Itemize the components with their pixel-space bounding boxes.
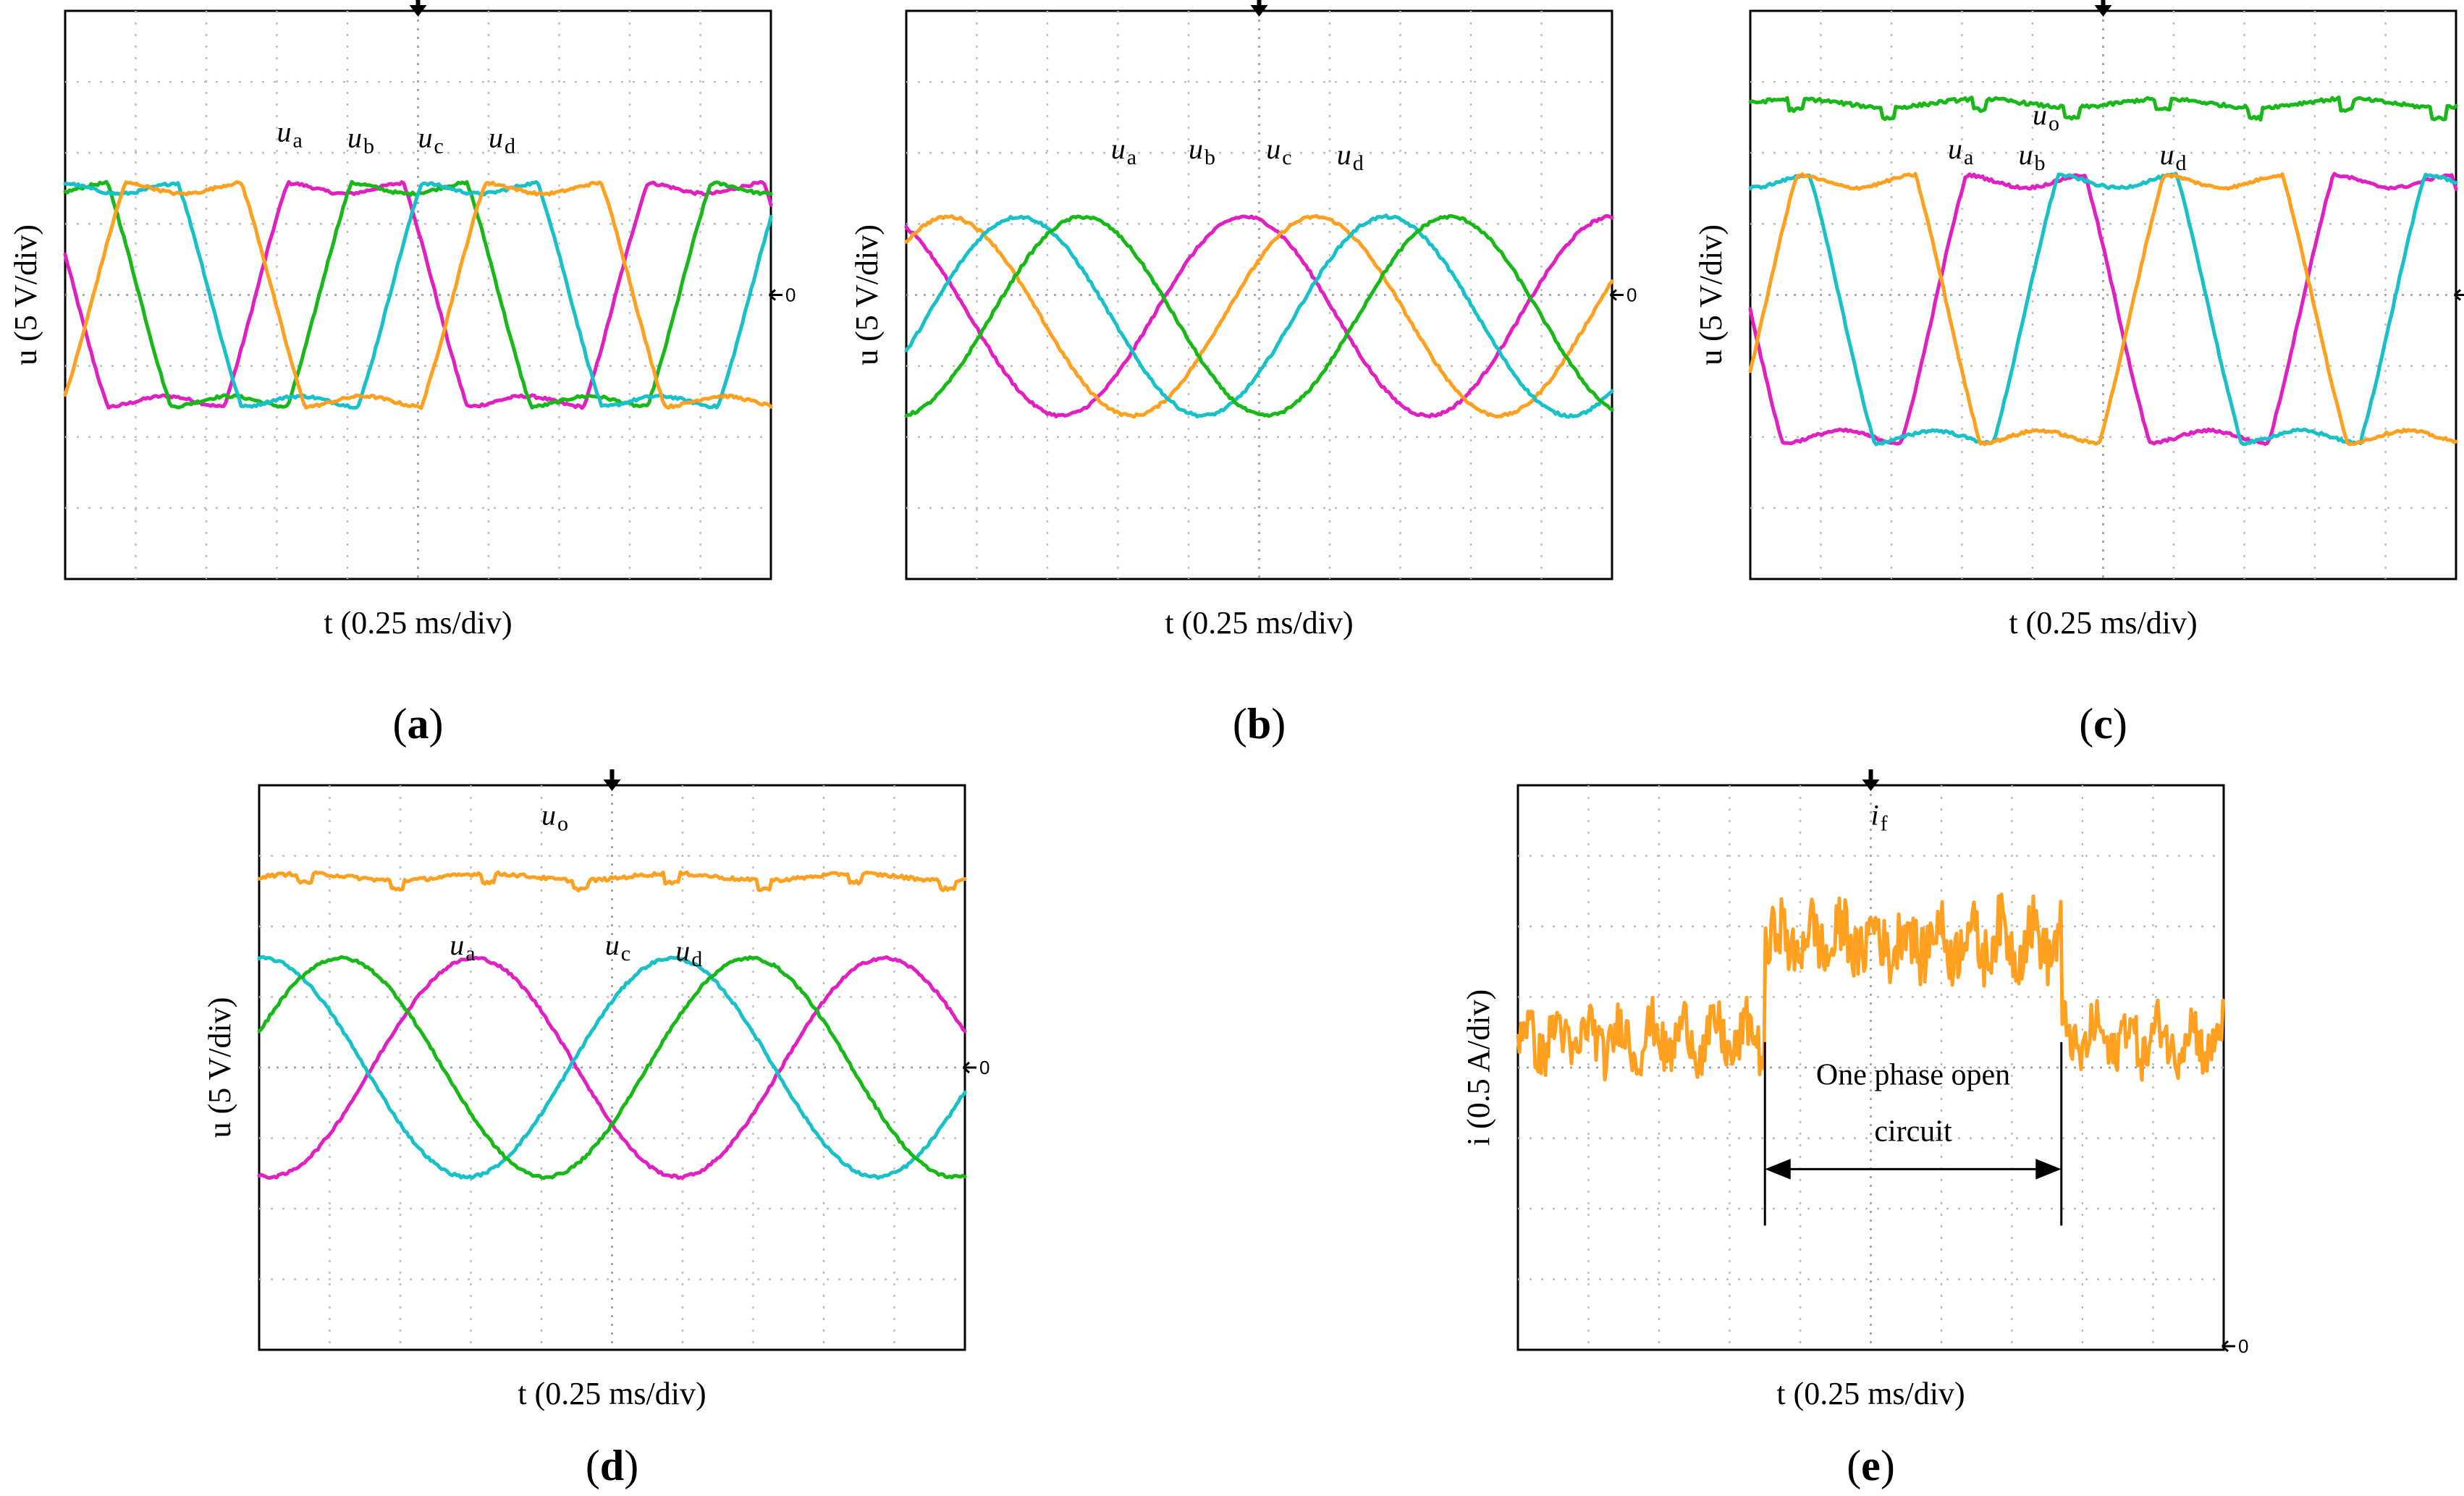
zero-arrow-icon [2454,289,2464,301]
trace-label-sub: c [1282,145,1291,169]
y-axis-label: i (0.5 A/div) [1461,989,1496,1146]
trace-label-ua: ua [277,116,303,153]
zero-level-marker: 0 [785,284,796,306]
panel-tag: (d) [586,1442,638,1489]
panel-c: 0uouaubudu (5 V/div)t (0.25 ms/div)(c) [1693,0,2464,748]
trace-if [1516,892,2225,1082]
trace-uc [63,179,773,410]
trace-label-uc: uc [418,121,444,158]
annotation-line-2: circuit [1874,1115,1952,1148]
trace-ua [1748,172,2458,447]
trace-ud [63,180,773,410]
trace-label-sub: d [505,134,515,158]
trace-uc [257,955,967,1180]
panel-tag: (a) [393,700,444,748]
panel-tag: (c) [2079,700,2127,748]
trace-label-sub: o [2049,111,2059,135]
panel-a: 0ua ub uc udu (5 V/div)t (0.25 ms/div)(a) [8,0,796,748]
trace-label-sub: d [691,947,702,971]
trace-ua [63,179,773,410]
trace-ud [904,214,1614,418]
trigger-marker-icon [2094,0,2112,17]
trace-label-sub: b [1204,145,1215,169]
zero-level-marker: 0 [979,1057,990,1078]
x-axis-label: t (0.25 ms/div) [2009,605,2197,641]
x-axis-label: t (0.25 ms/div) [1776,1376,1965,1411]
trace-label-sub: a [1127,145,1136,169]
zero-arrow-icon [963,1061,976,1074]
trace-label-sub: f [1881,812,1888,836]
x-axis-label: t (0.25 ms/div) [324,605,512,641]
trace-label-sub: a [465,942,475,965]
zero-arrow-icon [1610,289,1624,301]
zero-arrow-icon [2222,1340,2235,1353]
x-axis-label: t (0.25 ms/div) [518,1376,706,1411]
panel-b: 0ua ub uc udu (5 V/div)t (0.25 ms/div)(b) [849,0,1637,748]
trigger-marker-icon [1862,769,1880,791]
trace-label-sub: c [434,134,444,158]
trace-label-sub: a [293,129,303,153]
y-axis-label: u (5 V/div) [1693,224,1729,365]
trace-uo [257,870,967,892]
trace-uo [1748,96,2458,122]
trace-ub [904,214,1614,419]
y-axis-label: u (5 V/div) [202,997,237,1138]
trigger-marker-icon [409,0,427,17]
trigger-marker-icon [1250,0,1268,17]
zero-level-marker: 0 [1627,284,1637,306]
panel-tag: (e) [1847,1442,1895,1489]
y-axis-label: u (5 V/div) [849,224,885,365]
trace-label-sub: d [1353,151,1364,175]
fault-span-arrow-icon [1765,1159,2062,1180]
trace-ua [904,214,1614,419]
y-axis-label: u (5 V/div) [8,224,43,365]
trace-label-ud: ud [1337,138,1364,175]
trace-ud [1748,172,2458,447]
zero-level-marker: 0 [2238,1335,2248,1357]
trace-label-sub: o [557,812,568,836]
trace-label-sub: d [2176,151,2187,175]
trace-label-sub: b [363,134,374,158]
trace-ud [257,955,967,1180]
trace-uc [904,214,1614,419]
trace-ub [1748,172,2458,447]
panel-tag: (b) [1233,700,1286,748]
plot-frame-a [64,9,772,580]
x-axis-label: t (0.25 ms/div) [1165,605,1353,641]
trace-label-sub: a [1964,145,1973,169]
trace-label-sub: c [621,942,630,965]
zero-arrow-icon [769,289,782,301]
annotation-line-1: One phase open [1816,1058,2010,1091]
trace-label-sub: b [2035,151,2046,175]
trigger-marker-icon [603,769,621,791]
